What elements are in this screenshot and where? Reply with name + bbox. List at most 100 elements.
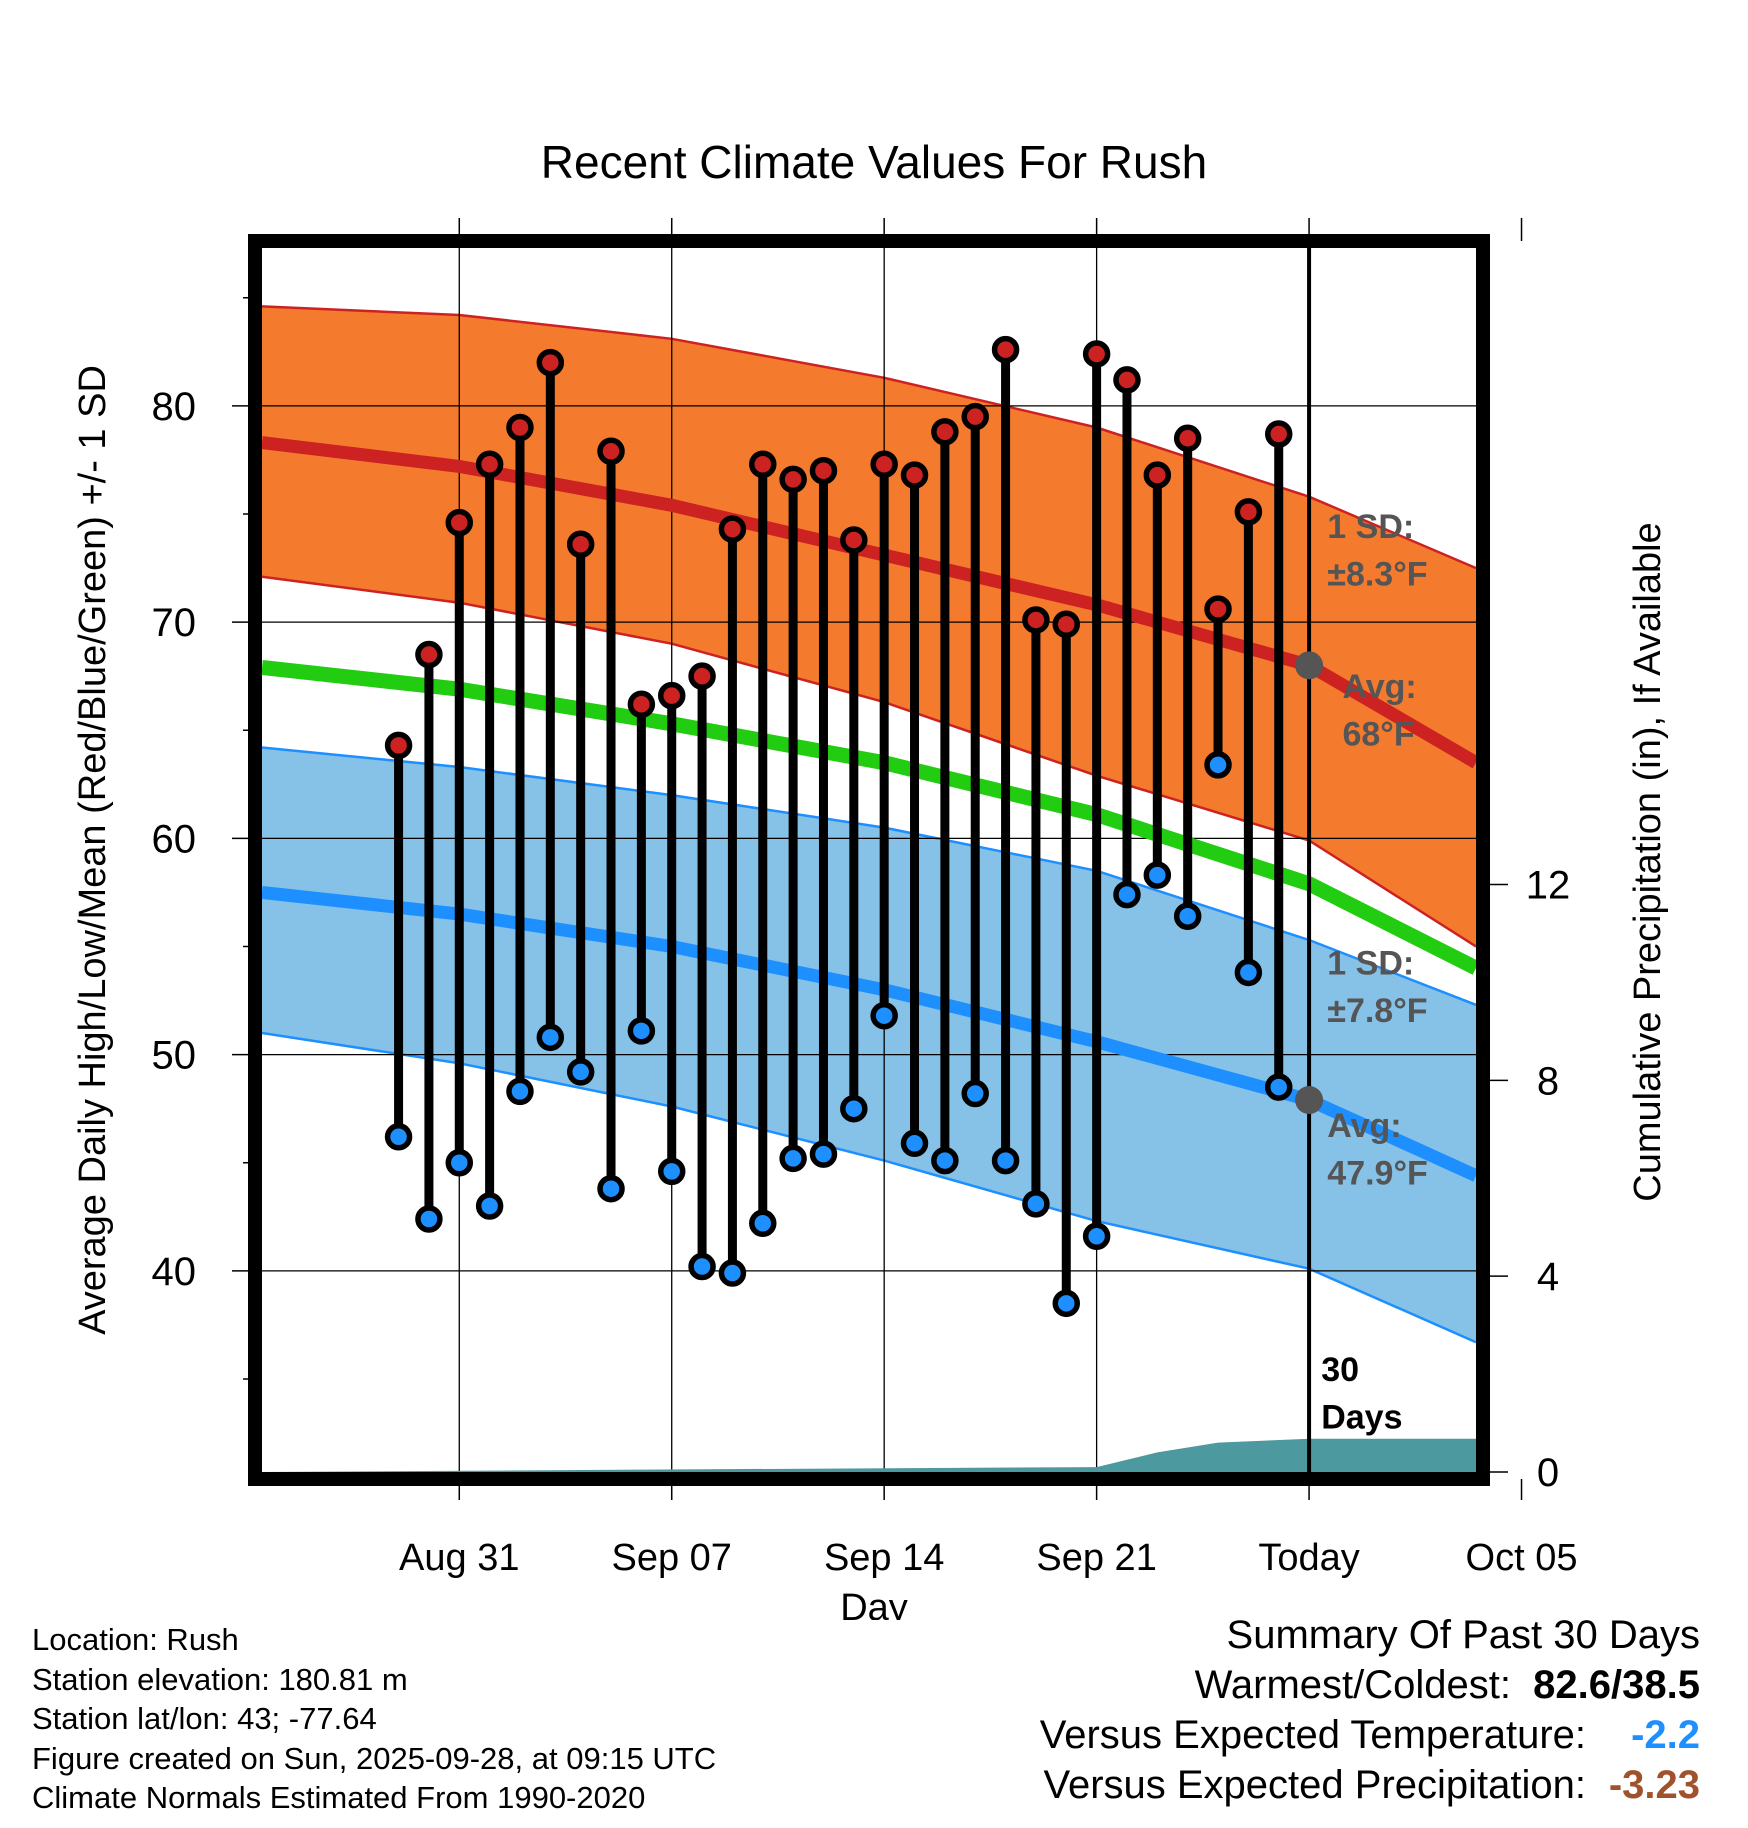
high-avg-label: Avg: [1342, 668, 1416, 706]
daily-high-point [1082, 340, 1111, 368]
daily-low-point [779, 1144, 807, 1173]
daily-high-point [1264, 420, 1293, 448]
daily-low-point [1113, 880, 1141, 909]
daily-high-point [779, 465, 807, 494]
low-avg-value: 47.9°F [1327, 1154, 1428, 1192]
daily-high-point [718, 515, 747, 543]
daily-low-point [415, 1205, 443, 1233]
high-avg-value: 68°F [1342, 715, 1414, 753]
location-text: Location: Rush [32, 1622, 239, 1657]
axes: 40 50 60 70 80 0 4 8 12 Aug 31 Sep 07 Sep 14 Sep 21 T… [152, 218, 1578, 1579]
daily-high-point [840, 526, 868, 554]
climate-chart: Recent Climate Values For Rush 1 SD: ±8.3… [72, 136, 1669, 1620]
daily-low-point [718, 1259, 747, 1287]
daily-high-point [961, 402, 989, 431]
daily-high-point [931, 418, 959, 446]
summary-temp-row: Versus Expected Temperature: -2.2 [1040, 1710, 1700, 1760]
daily-high-point [627, 690, 656, 719]
daily-low-point [1082, 1222, 1111, 1251]
daily-low-point [840, 1094, 868, 1123]
low-sd-label: 1 SD: [1327, 945, 1414, 983]
daily-high-point [1234, 498, 1263, 526]
station-info: Location: Rush Station elevation: 180.81… [32, 1620, 716, 1818]
warmest-value: 82.6/38.5 [1533, 1663, 1700, 1707]
daily-low-point [566, 1058, 595, 1086]
daily-low-point [870, 1001, 898, 1030]
daily-low-point [991, 1146, 1020, 1175]
y-axis-right-label: Cumulative Precipitation (in), If Availa… [1627, 522, 1669, 1201]
y-axis-label: Average Daily High/Low/Mean (Red/Blue/Gr… [72, 365, 114, 1335]
daily-high-point [536, 348, 565, 377]
low-sd-value: ±7.8°F [1327, 992, 1427, 1030]
days-label-number: 30 [1321, 1351, 1359, 1389]
created-text: Figure created on Sun, 2025-09-28, at 09… [32, 1740, 717, 1776]
precipitation-area [262, 1438, 1476, 1472]
y-right-tick-label: 4 [1537, 1255, 1559, 1299]
summary-warmest-row: Warmest/Coldest: 82.6/38.5 [1040, 1660, 1700, 1710]
x-axis-label: Day [840, 1587, 908, 1620]
y-right-tick-label: 12 [1526, 863, 1571, 907]
y-tick-label: 60 [152, 817, 197, 861]
daily-low-point [1204, 751, 1232, 779]
x-tick-label: Sep 21 [1036, 1537, 1156, 1579]
warmest-label: Warmest/Coldest: [1194, 1663, 1511, 1707]
x-tick-label: Sep 14 [824, 1537, 944, 1579]
high-sd-value: ±8.3°F [1327, 555, 1427, 593]
daily-low-point [749, 1209, 777, 1238]
x-tick-label: Today [1258, 1537, 1359, 1579]
y-right-tick-label: 8 [1537, 1059, 1559, 1103]
y-tick-label: 80 [152, 385, 197, 429]
daily-low-point [657, 1157, 686, 1186]
daily-low-point [597, 1174, 625, 1203]
daily-high-point [991, 335, 1020, 364]
temp-value: -2.2 [1631, 1713, 1700, 1757]
daily-low-point [1143, 861, 1172, 889]
daily-high-point [415, 640, 443, 669]
daily-high-point [870, 450, 898, 479]
daily-low-point [536, 1023, 565, 1052]
daily-low-point [1234, 958, 1263, 987]
precip-label: Versus Expected Precipitation: [1043, 1763, 1586, 1807]
daily-high-point [1022, 606, 1050, 634]
y-right-tick-label: 0 [1537, 1451, 1559, 1495]
daily-low-point [475, 1192, 504, 1220]
daily-high-point [1143, 461, 1172, 489]
daily-low-point [1173, 902, 1202, 930]
daily-high-point [1113, 366, 1141, 394]
summary-title: Summary Of Past 30 Days [1226, 1613, 1700, 1657]
plot-frame [248, 234, 1490, 1486]
daily-low-point [1264, 1073, 1293, 1101]
daily-high-point [445, 508, 474, 537]
daily-high-point [657, 681, 686, 710]
summary-precip-row: Versus Expected Precipitation: -3.23 [1040, 1760, 1700, 1810]
daily-low-point [506, 1077, 534, 1106]
precip-value: -3.23 [1608, 1763, 1700, 1807]
elevation-text: Station elevation: 180.81 m [32, 1661, 408, 1697]
daily-low-point [384, 1123, 413, 1151]
daily-high-point [475, 450, 504, 479]
daily-high-point [1173, 424, 1202, 453]
latlon-text: Station lat/lon: 43; -77.64 [32, 1701, 377, 1736]
y-tick-label: 40 [152, 1250, 197, 1294]
plot-content: 1 SD: ±8.3°F Avg: 68°F 1 SD: ±7.8°F Avg: 47.9°F… [262, 248, 1476, 1472]
daily-low-point [688, 1252, 716, 1281]
high-sd-band [262, 306, 1476, 947]
daily-high-point [688, 662, 716, 690]
x-tick-label: Aug 31 [399, 1537, 519, 1579]
low-average-marker [1295, 1086, 1324, 1115]
daily-high-point [506, 413, 534, 442]
x-tick-label: Oct 05 [1466, 1537, 1578, 1579]
daily-low-point [900, 1129, 929, 1158]
plot-area: 1 SD: ±8.3°F Avg: 68°F 1 SD: ±7.8°F Avg: 47.9°F… [262, 248, 1476, 1472]
daily-high-point [597, 437, 625, 466]
daily-low-point [931, 1146, 959, 1175]
daily-high-point [566, 530, 595, 559]
summary-panel: Summary Of Past 30 Days Warmest/Coldest:… [1040, 1610, 1700, 1810]
daily-high-point [1052, 610, 1081, 639]
daily-low-point [1052, 1289, 1081, 1318]
y-tick-label: 70 [152, 601, 197, 645]
daily-high-point [1204, 595, 1232, 623]
daily-high-point [749, 450, 777, 479]
temp-label: Versus Expected Temperature: [1039, 1713, 1586, 1757]
high-sd-label: 1 SD: [1327, 508, 1414, 546]
